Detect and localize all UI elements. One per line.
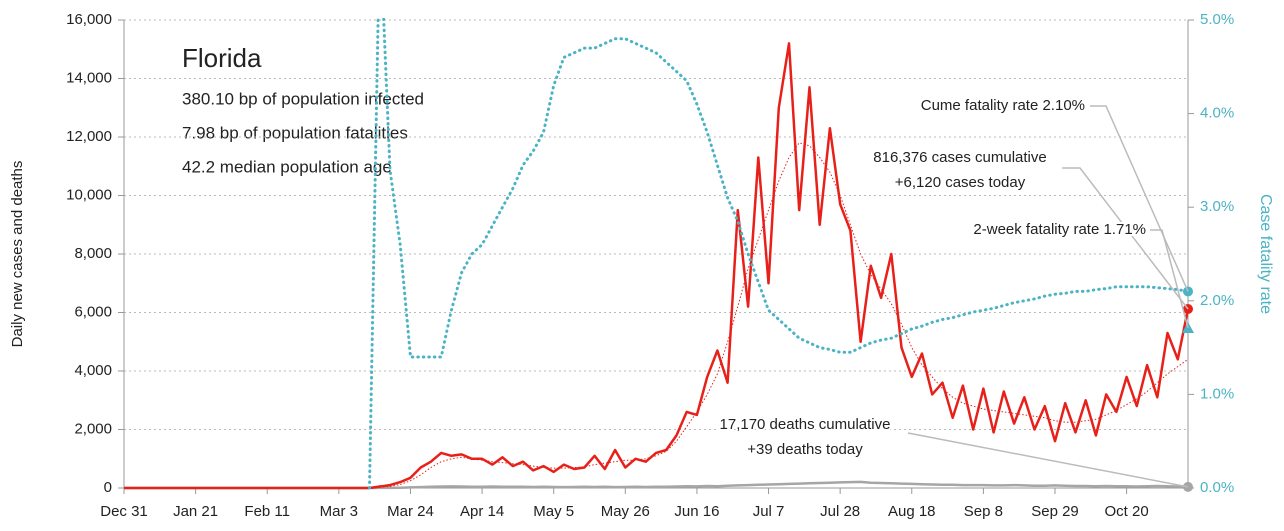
x-tick-label: Mar 3	[320, 503, 358, 520]
x-tick-label: Sep 8	[964, 503, 1003, 520]
x-tick-label: Jul 7	[753, 503, 785, 520]
x-tick-label: Apr 14	[460, 503, 504, 520]
annotation: 2-week fatality rate 1.71%	[973, 221, 1146, 238]
x-tick-label: Dec 31	[100, 503, 148, 520]
y-tick-label: 0	[104, 479, 112, 496]
y2-tick-label: 3.0%	[1200, 198, 1234, 215]
y2-tick-label: 1.0%	[1200, 385, 1234, 402]
annotation: 816,376 cases cumulative	[873, 149, 1046, 166]
y-tick-label: 2,000	[74, 420, 112, 437]
x-tick-label: Aug 18	[888, 503, 936, 520]
y-tick-label: 10,000	[66, 186, 112, 203]
x-tick-label: Feb 11	[244, 503, 290, 520]
x-tick-label: May 5	[533, 503, 574, 520]
annotation-leader	[1150, 229, 1189, 329]
y-tick-label: 8,000	[74, 245, 112, 262]
info-line: 7.98 bp of population fatalities	[182, 123, 408, 142]
y-tick-label: 4,000	[74, 362, 112, 379]
annotation: 17,170 deaths cumulative	[720, 416, 891, 433]
x-tick-label: Mar 24	[387, 503, 434, 520]
y2-axis-title: Case fatality rate	[1257, 194, 1274, 314]
x-tick-label: Jul 28	[820, 503, 860, 520]
x-tick-label: Jan 21	[173, 503, 218, 520]
annotation-leader	[907, 432, 1189, 488]
annotation-leader	[1062, 167, 1189, 310]
annotation-leader	[1090, 105, 1189, 292]
annotation: +39 deaths today	[747, 441, 863, 458]
series-line	[124, 142, 1189, 489]
info-line: 380.10 bp of population infected	[182, 89, 424, 108]
y2-tick-label: 5.0%	[1200, 11, 1234, 28]
x-tick-label: Jun 16	[674, 503, 719, 520]
annotation: Cume fatality rate 2.10%	[921, 97, 1085, 114]
y-tick-label: 16,000	[66, 11, 112, 28]
x-tick-label: May 26	[601, 503, 650, 520]
annotation: +6,120 cases today	[895, 174, 1026, 191]
y-tick-label: 12,000	[66, 128, 112, 145]
y2-tick-label: 2.0%	[1200, 292, 1234, 309]
y-tick-label: 6,000	[74, 303, 112, 320]
chart-title: Florida	[182, 43, 262, 73]
x-tick-label: Sep 29	[1031, 503, 1079, 520]
series-line	[368, 18, 1190, 490]
x-tick-label: Oct 20	[1105, 503, 1149, 520]
info-line: 42.2 median population age	[182, 157, 392, 176]
series-line	[124, 42, 1190, 490]
y2-tick-label: 4.0%	[1200, 105, 1234, 122]
y-tick-label: 14,000	[66, 69, 112, 86]
y-axis-title: Daily new cases and deaths	[9, 161, 26, 348]
y2-tick-label: 0.0%	[1200, 479, 1234, 496]
